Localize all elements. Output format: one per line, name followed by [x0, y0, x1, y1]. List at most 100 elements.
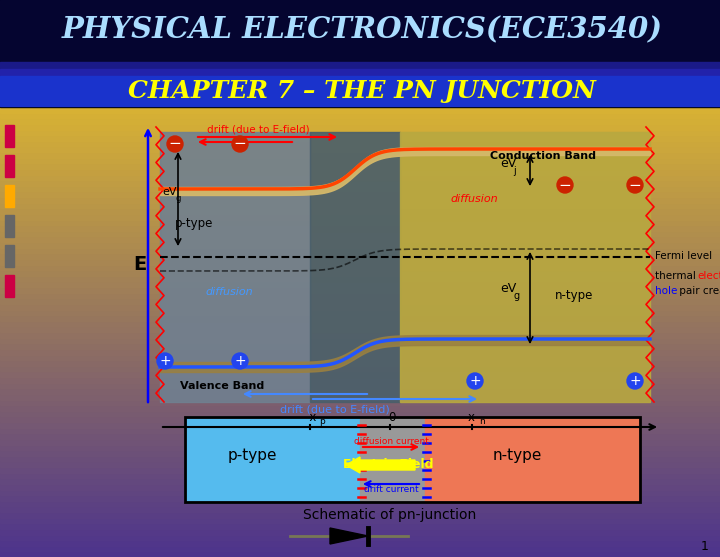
FancyArrow shape: [346, 457, 415, 473]
Bar: [0, 218, 720, 225]
Text: CHAPTER 7 – THE PN JUNCTION: CHAPTER 7 – THE PN JUNCTION: [128, 79, 596, 103]
Bar: [0, 252, 720, 259]
Text: x: x: [468, 411, 475, 424]
Text: E: E: [133, 256, 147, 275]
Text: eV: eV: [162, 187, 176, 197]
Text: drift current: drift current: [364, 486, 418, 495]
Bar: [5, 245, 14, 267]
Bar: [0, 0, 720, 62]
Bar: [0, 111, 720, 118]
Bar: [0, 269, 720, 276]
Bar: [0, 365, 720, 372]
Text: −: −: [168, 136, 181, 152]
Bar: [5, 125, 14, 147]
Bar: [0, 280, 720, 287]
Bar: [0, 331, 720, 338]
Bar: [0, 494, 720, 501]
Bar: [0, 196, 720, 203]
Circle shape: [232, 136, 248, 152]
Bar: [0, 449, 720, 456]
Bar: [400, 132, 650, 402]
Text: p-type: p-type: [228, 448, 276, 463]
Circle shape: [467, 373, 483, 389]
Bar: [0, 466, 720, 473]
Text: hole: hole: [655, 286, 678, 296]
Text: +: +: [469, 374, 481, 388]
Bar: [0, 416, 720, 422]
Text: PHYSICAL ELECTRONICS(ECE3540): PHYSICAL ELECTRONICS(ECE3540): [61, 16, 662, 45]
Bar: [425, 417, 640, 502]
Bar: [0, 387, 720, 394]
Bar: [0, 545, 720, 551]
Bar: [0, 438, 720, 444]
Bar: [0, 286, 720, 292]
Text: +: +: [159, 354, 171, 368]
Bar: [0, 168, 720, 174]
Bar: [0, 303, 720, 310]
Text: diffusion current: diffusion current: [354, 437, 428, 446]
Bar: [0, 483, 720, 490]
Bar: [0, 151, 720, 158]
Bar: [5, 185, 14, 207]
Bar: [0, 309, 720, 315]
Bar: [0, 376, 720, 383]
Bar: [0, 275, 720, 281]
Bar: [0, 477, 720, 484]
Text: eV: eV: [500, 157, 516, 170]
Circle shape: [557, 177, 573, 193]
Bar: [0, 123, 720, 129]
Bar: [0, 229, 720, 236]
Bar: [0, 207, 720, 214]
Text: Electric Field: Electric Field: [343, 458, 433, 471]
Bar: [0, 202, 720, 208]
Text: 0: 0: [388, 411, 395, 424]
Bar: [0, 325, 720, 332]
Bar: [5, 215, 14, 237]
Bar: [185, 417, 640, 502]
Bar: [0, 258, 720, 265]
Bar: [0, 213, 720, 219]
Bar: [0, 550, 720, 557]
Text: g: g: [513, 291, 519, 301]
Bar: [0, 292, 720, 298]
Bar: [310, 132, 400, 402]
Bar: [0, 455, 720, 461]
Bar: [0, 398, 720, 405]
Text: Valence Band: Valence Band: [180, 381, 264, 391]
Bar: [0, 179, 720, 185]
Bar: [360, 417, 425, 502]
Polygon shape: [330, 528, 368, 544]
Bar: [0, 106, 720, 113]
Bar: [5, 155, 14, 177]
Bar: [0, 421, 720, 428]
Bar: [0, 190, 720, 197]
Bar: [0, 500, 720, 506]
Bar: [0, 140, 720, 146]
Bar: [0, 342, 720, 349]
Text: thermal: thermal: [655, 271, 699, 281]
Bar: [0, 522, 720, 529]
Text: diffusion: diffusion: [205, 287, 253, 297]
Bar: [0, 472, 720, 478]
Bar: [0, 359, 720, 366]
Bar: [0, 488, 720, 495]
Bar: [0, 410, 720, 417]
Circle shape: [627, 373, 643, 389]
Bar: [0, 69, 720, 76]
Circle shape: [232, 353, 248, 369]
Text: eV: eV: [500, 282, 516, 295]
Text: −: −: [233, 136, 246, 152]
Bar: [0, 517, 720, 523]
Bar: [0, 348, 720, 354]
Bar: [0, 539, 720, 546]
Text: g: g: [175, 194, 181, 203]
Bar: [5, 275, 14, 297]
Bar: [0, 443, 720, 450]
Bar: [0, 314, 720, 321]
Circle shape: [157, 353, 173, 369]
Text: pair creation: pair creation: [676, 286, 720, 296]
Text: n-type: n-type: [555, 289, 593, 302]
Bar: [0, 393, 720, 399]
Text: diffusion: diffusion: [450, 194, 498, 204]
Text: −: −: [629, 178, 642, 193]
